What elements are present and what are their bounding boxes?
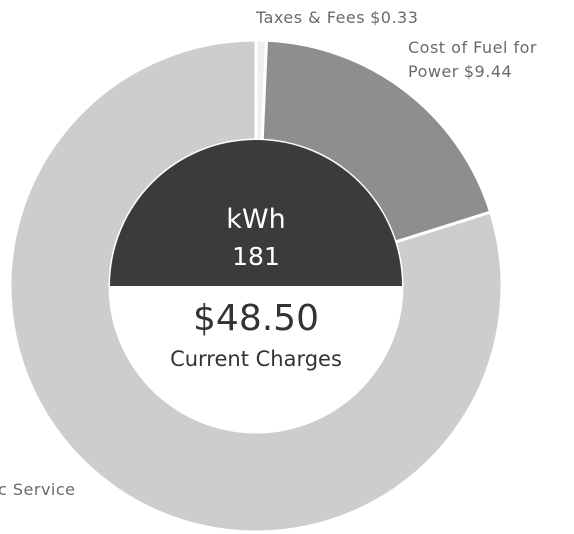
category-label: Cost of Fuel for Power (408, 38, 538, 81)
donut-slice (260, 38, 493, 245)
usage-value: 181 (232, 242, 280, 271)
total-charges: $48.50 (193, 298, 319, 339)
slice-label: Taxes & Fees $0.33 (256, 6, 423, 30)
category-label: c Service (0, 480, 76, 499)
value-label: $0.33 (370, 8, 419, 27)
category-label: Taxes & Fees (256, 8, 366, 27)
center-top (110, 140, 402, 286)
slice-label: Cost of Fuel for Power $9.44 (408, 36, 568, 84)
slice-label: c Service (0, 478, 81, 502)
value-label: $9.44 (463, 62, 513, 81)
usage-unit: kWh (226, 204, 285, 235)
total-caption: Current Charges (170, 347, 342, 371)
